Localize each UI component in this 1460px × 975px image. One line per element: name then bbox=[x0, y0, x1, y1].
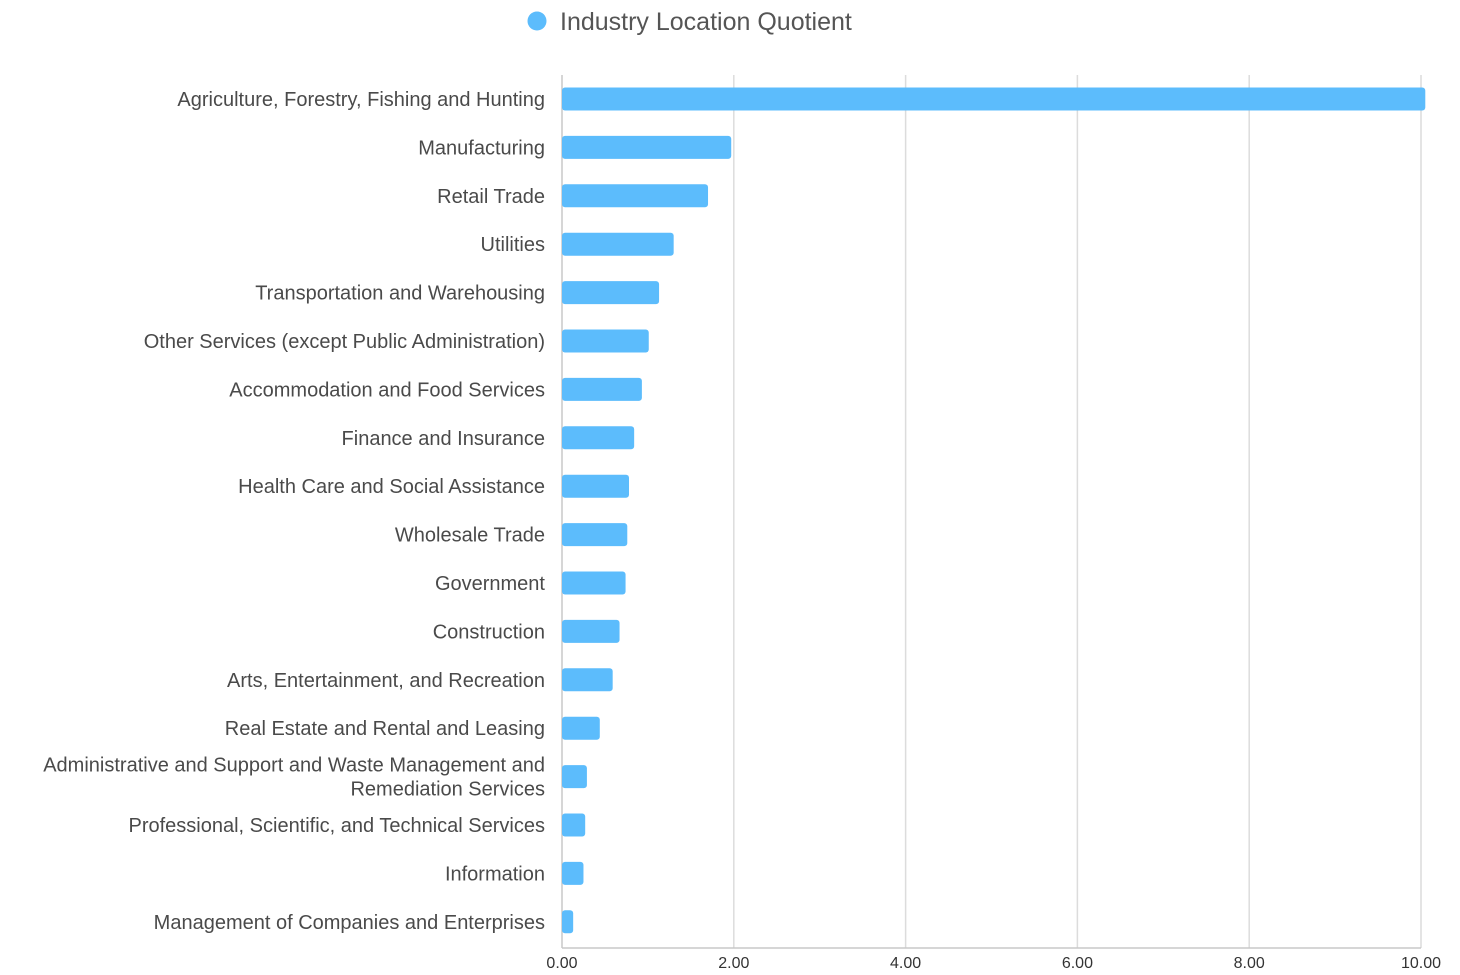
x-tick-label: 0.00 bbox=[546, 955, 577, 972]
bar bbox=[562, 474, 630, 498]
legend-label: Industry Location Quotient bbox=[560, 8, 852, 36]
bar bbox=[562, 523, 628, 547]
category-label: Accommodation and Food Services bbox=[229, 379, 545, 401]
x-tick-label: 8.00 bbox=[1234, 955, 1265, 972]
category-label: Wholesale Trade bbox=[395, 525, 545, 547]
bar bbox=[562, 571, 626, 595]
category-label: Administrative and Support and Waste Man… bbox=[43, 755, 545, 777]
bar bbox=[562, 184, 709, 208]
x-tick-label: 6.00 bbox=[1062, 955, 1093, 972]
bar bbox=[562, 861, 584, 885]
category-label: Health Care and Social Assistance bbox=[238, 476, 545, 498]
x-tick-label: 4.00 bbox=[890, 955, 921, 972]
bar bbox=[562, 668, 613, 692]
category-label: Real Estate and Rental and Leasing bbox=[225, 718, 545, 740]
bar bbox=[562, 765, 587, 789]
bar bbox=[562, 377, 642, 401]
bar bbox=[562, 813, 586, 837]
category-labels: Agriculture, Forestry, Fishing and Hunti… bbox=[43, 89, 545, 934]
bar bbox=[562, 910, 574, 934]
category-label: Remediation Services bbox=[350, 779, 545, 801]
category-label: Other Services (except Public Administra… bbox=[144, 331, 545, 353]
category-label: Information bbox=[445, 863, 545, 885]
x-tick-label: 2.00 bbox=[718, 955, 749, 972]
bar bbox=[562, 426, 635, 450]
bar bbox=[562, 619, 620, 643]
x-tick-label: 10.00 bbox=[1401, 955, 1441, 972]
category-label: Retail Trade bbox=[437, 186, 545, 208]
bar bbox=[562, 716, 600, 740]
category-label: Arts, Entertainment, and Recreation bbox=[227, 670, 545, 692]
category-label: Transportation and Warehousing bbox=[255, 283, 545, 305]
x-axis-tick-labels: 0.00 2.00 4.00 6.00 8.00 10.00 bbox=[546, 955, 1441, 972]
chart-bars bbox=[562, 87, 1426, 934]
category-label: Professional, Scientific, and Technical … bbox=[128, 815, 545, 837]
bar bbox=[562, 87, 1426, 111]
category-label: Finance and Insurance bbox=[342, 428, 545, 450]
chart-legend: Industry Location Quotient bbox=[527, 8, 852, 36]
category-label: Manufacturing bbox=[418, 137, 545, 159]
bar bbox=[562, 281, 660, 305]
bar bbox=[562, 135, 732, 159]
category-label: Government bbox=[435, 573, 545, 595]
category-label: Agriculture, Forestry, Fishing and Hunti… bbox=[177, 89, 545, 111]
bar bbox=[562, 329, 649, 353]
category-label: Utilities bbox=[481, 234, 545, 256]
legend-marker bbox=[527, 11, 547, 31]
chart-gridlines bbox=[561, 75, 1422, 949]
category-label: Management of Companies and Enterprises bbox=[154, 912, 545, 934]
bar bbox=[562, 232, 674, 256]
category-label: Construction bbox=[433, 621, 545, 643]
